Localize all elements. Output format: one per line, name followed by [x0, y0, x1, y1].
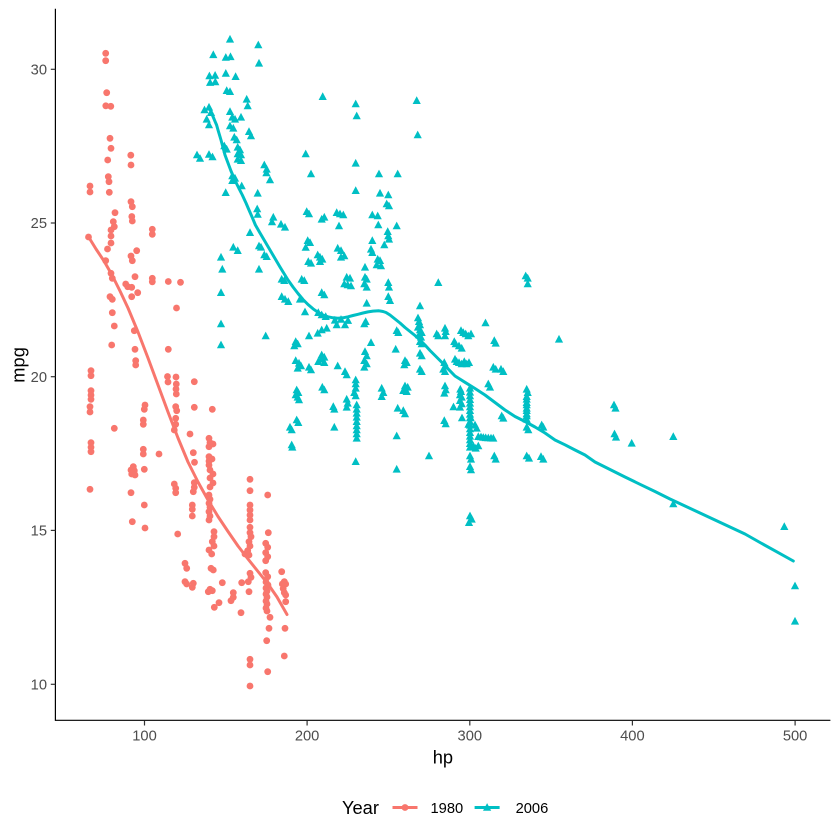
svg-text:20: 20 — [31, 370, 47, 386]
svg-text:2006: 2006 — [516, 801, 549, 817]
svg-text:10: 10 — [31, 678, 47, 694]
svg-text:30: 30 — [31, 63, 47, 79]
svg-text:Year: Year — [342, 797, 379, 818]
svg-text:500: 500 — [783, 729, 808, 745]
svg-text:100: 100 — [132, 729, 157, 745]
svg-text:200: 200 — [295, 729, 320, 745]
svg-text:25: 25 — [31, 216, 47, 232]
svg-text:mpg: mpg — [8, 347, 29, 383]
svg-text:300: 300 — [458, 729, 483, 745]
svg-text:1980: 1980 — [431, 801, 464, 817]
svg-text:hp: hp — [433, 747, 453, 768]
svg-text:400: 400 — [620, 729, 645, 745]
svg-text:15: 15 — [31, 524, 47, 540]
